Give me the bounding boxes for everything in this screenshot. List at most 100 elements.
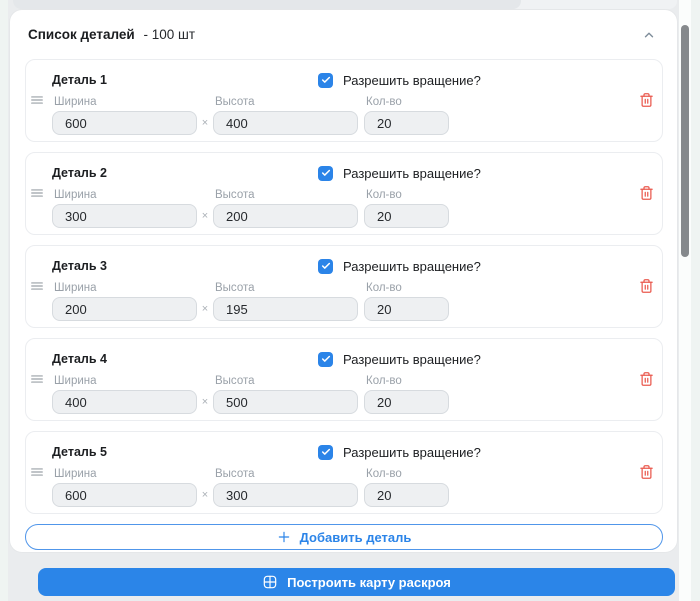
part-title: Деталь 1 (52, 73, 107, 87)
rotation-toggle[interactable]: Разрешить вращение? (318, 165, 481, 181)
width-label: Ширина (54, 282, 97, 294)
part-card: Деталь 2 Разрешить вращение? Ширина × Вы… (25, 152, 663, 235)
width-input[interactable] (52, 390, 197, 414)
part-card-body: Деталь 5 Разрешить вращение? Ширина × Вы… (52, 440, 637, 507)
qty-input[interactable] (364, 297, 449, 321)
qty-label: Кол-во (366, 375, 402, 387)
trash-icon (640, 186, 653, 200)
height-input[interactable] (213, 297, 358, 321)
trash-icon (640, 279, 653, 293)
rotation-label: Разрешить вращение? (343, 165, 481, 181)
width-label: Ширина (54, 468, 97, 480)
collapse-button[interactable] (637, 23, 661, 47)
panel-count: - 100 шт (143, 27, 196, 42)
height-label: Высота (215, 96, 255, 108)
rotation-toggle[interactable]: Разрешить вращение? (318, 444, 481, 460)
height-label: Высота (215, 282, 255, 294)
width-input[interactable] (52, 297, 197, 321)
drag-handle-icon[interactable] (30, 254, 44, 318)
times-separator: × (201, 117, 209, 129)
scrollbar-track[interactable] (679, 0, 691, 601)
drag-handle-icon[interactable] (30, 161, 44, 225)
rotation-label: Разрешить вращение? (343, 72, 481, 88)
delete-part-button[interactable] (637, 276, 656, 296)
qty-input[interactable] (364, 483, 449, 507)
width-label: Ширина (54, 96, 97, 108)
panel-title: Список деталей - 100 шт (28, 27, 195, 42)
checkmark-icon (321, 169, 330, 176)
trash-icon (640, 372, 653, 386)
rotation-checkbox[interactable] (318, 72, 333, 88)
height-label: Высота (215, 468, 255, 480)
delete-part-button[interactable] (637, 462, 656, 482)
rotation-label: Разрешить вращение? (343, 258, 481, 274)
scrollbar-thumb[interactable] (681, 25, 689, 257)
trash-icon (640, 465, 653, 479)
part-title: Деталь 4 (52, 352, 107, 366)
width-label: Ширина (54, 189, 97, 201)
parts-panel: Список деталей - 100 шт Деталь 1 Разреши… (10, 10, 677, 552)
part-title: Деталь 3 (52, 259, 107, 273)
width-input[interactable] (52, 483, 197, 507)
width-input[interactable] (52, 204, 197, 228)
rotation-checkbox[interactable] (318, 351, 333, 367)
qty-input[interactable] (364, 390, 449, 414)
rotation-label: Разрешить вращение? (343, 444, 481, 460)
grid-icon (263, 575, 277, 589)
height-label: Высота (215, 189, 255, 201)
part-card: Деталь 3 Разрешить вращение? Ширина × Вы… (25, 245, 663, 328)
part-card-body: Деталь 2 Разрешить вращение? Ширина × Вы… (52, 161, 637, 228)
previous-section-edge-inner (13, 0, 521, 9)
qty-label: Кол-во (366, 282, 402, 294)
times-separator: × (201, 396, 209, 408)
parts-list: Деталь 1 Разрешить вращение? Ширина × Вы… (10, 57, 677, 514)
times-separator: × (201, 303, 209, 315)
checkmark-icon (321, 355, 330, 362)
trash-icon (640, 93, 653, 107)
part-title: Деталь 5 (52, 445, 107, 459)
rotation-checkbox[interactable] (318, 258, 333, 274)
delete-part-button[interactable] (637, 90, 656, 110)
rotation-toggle[interactable]: Разрешить вращение? (318, 72, 481, 88)
checkmark-icon (321, 448, 330, 455)
qty-label: Кол-во (366, 189, 402, 201)
part-card: Деталь 5 Разрешить вращение? Ширина × Вы… (25, 431, 663, 514)
qty-label: Кол-во (366, 96, 402, 108)
delete-part-button[interactable] (637, 369, 656, 389)
qty-input[interactable] (364, 111, 449, 135)
drag-handle-icon[interactable] (30, 68, 44, 132)
part-card-body: Деталь 1 Разрешить вращение? Ширина × Вы… (52, 68, 637, 135)
rotation-checkbox[interactable] (318, 444, 333, 460)
width-label: Ширина (54, 375, 97, 387)
drag-handle-icon[interactable] (30, 440, 44, 504)
rotation-label: Разрешить вращение? (343, 351, 481, 367)
checkmark-icon (321, 76, 330, 83)
rotation-checkbox[interactable] (318, 165, 333, 181)
qty-input[interactable] (364, 204, 449, 228)
rotation-toggle[interactable]: Разрешить вращение? (318, 351, 481, 367)
times-separator: × (201, 489, 209, 501)
height-input[interactable] (213, 111, 358, 135)
previous-section-edge (13, 0, 677, 9)
height-input[interactable] (213, 390, 358, 414)
height-input[interactable] (213, 204, 358, 228)
part-card-body: Деталь 4 Разрешить вращение? Ширина × Вы… (52, 347, 637, 414)
width-input[interactable] (52, 111, 197, 135)
height-input[interactable] (213, 483, 358, 507)
delete-part-button[interactable] (637, 183, 656, 203)
checkmark-icon (321, 262, 330, 269)
add-part-button[interactable]: Добавить деталь (25, 524, 663, 550)
part-card: Деталь 4 Разрешить вращение? Ширина × Вы… (25, 338, 663, 421)
part-title: Деталь 2 (52, 166, 107, 180)
build-map-button[interactable]: Построить карту раскроя (38, 568, 675, 596)
add-part-label: Добавить деталь (299, 529, 412, 545)
rotation-toggle[interactable]: Разрешить вращение? (318, 258, 481, 274)
chevron-up-icon (644, 32, 654, 37)
height-label: Высота (215, 375, 255, 387)
times-separator: × (201, 210, 209, 222)
drag-handle-icon[interactable] (30, 347, 44, 411)
part-card: Деталь 1 Разрешить вращение? Ширина × Вы… (25, 59, 663, 142)
panel-header: Список деталей - 100 шт (10, 10, 677, 57)
build-map-label: Построить карту раскроя (287, 574, 451, 590)
